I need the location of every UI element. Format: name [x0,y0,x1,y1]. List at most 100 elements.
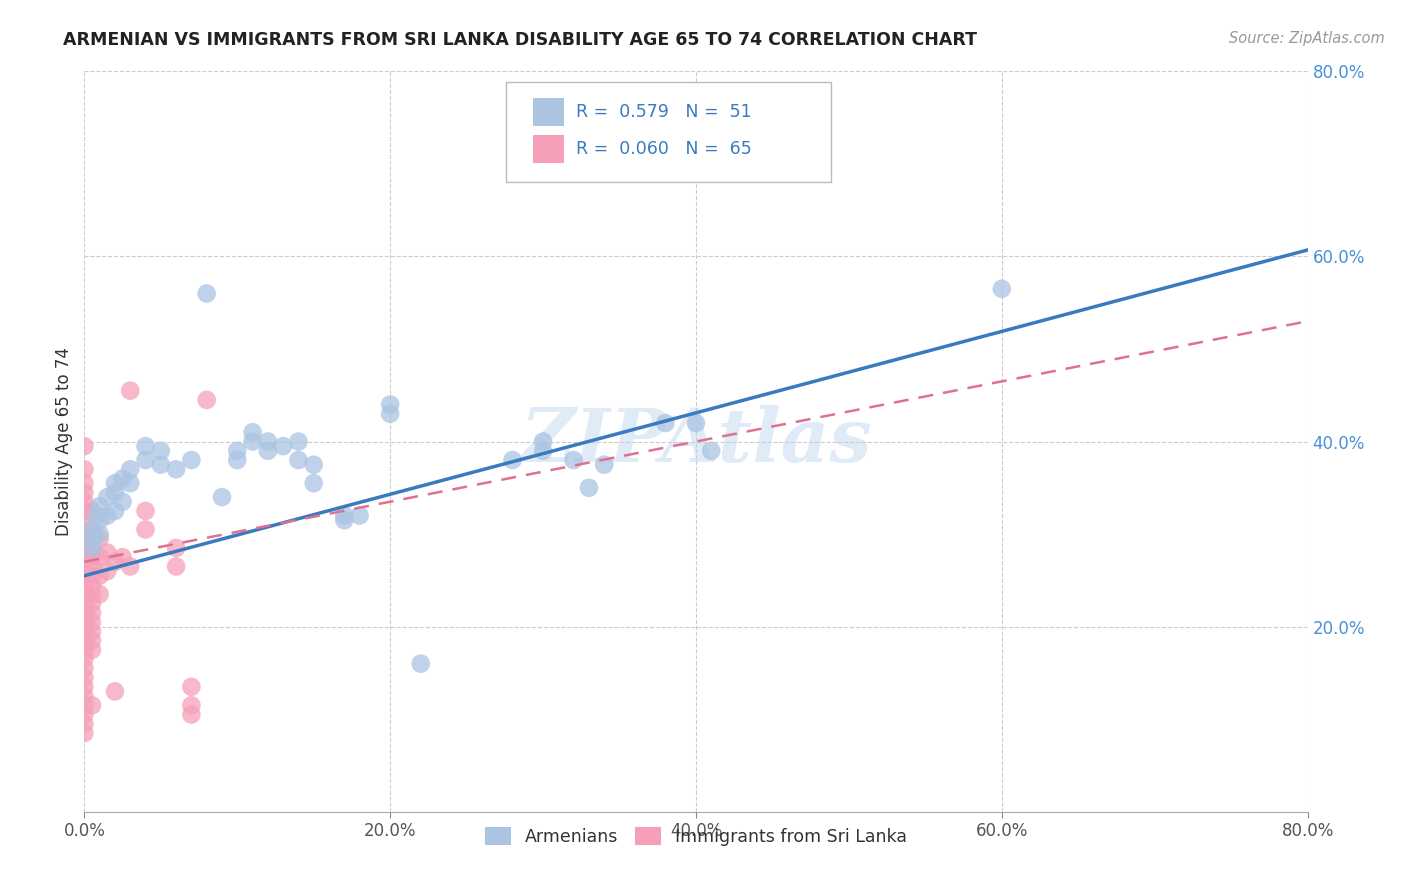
Point [80,504,103,518]
Point [104,485,127,500]
Point [73,716,96,731]
Point [73,587,96,601]
Point [80,606,103,620]
Point [80,578,103,592]
Point [333,508,356,523]
Point [165,559,187,574]
Point [73,439,96,453]
Point [120,476,142,491]
Point [96,564,118,578]
Point [380,407,402,421]
Point [80,541,103,555]
FancyBboxPatch shape [506,82,831,183]
Point [73,597,96,611]
Point [89,532,111,546]
Point [80,523,103,537]
Point [80,633,103,648]
Point [73,661,96,675]
Point [135,453,157,467]
Text: Source: ZipAtlas.com: Source: ZipAtlas.com [1229,31,1385,46]
Point [86,508,108,523]
Point [96,545,118,560]
Point [104,476,127,491]
Point [226,443,249,458]
Point [73,615,96,629]
Point [73,680,96,694]
Point [89,527,111,541]
Point [287,434,309,449]
Point [96,508,118,523]
Point [149,458,172,472]
Point [287,453,309,467]
Point [73,541,96,555]
Point [111,472,134,486]
Point [73,494,96,508]
Point [531,443,554,458]
Point [991,282,1014,296]
Point [593,458,616,472]
Point [89,587,111,601]
Y-axis label: Disability Age 65 to 74: Disability Age 65 to 74 [55,347,73,536]
Point [80,698,103,713]
Point [80,532,103,546]
Point [80,550,103,565]
Point [180,453,202,467]
Legend: Armenians, Immigrants from Sri Lanka: Armenians, Immigrants from Sri Lanka [477,819,915,855]
Point [135,523,157,537]
Point [73,476,96,491]
Point [80,541,103,555]
Point [700,443,723,458]
Point [96,490,118,504]
Point [73,462,96,476]
Point [242,425,264,440]
Point [73,671,96,685]
Point [211,490,233,504]
Point [73,689,96,703]
Point [242,434,264,449]
Point [180,698,202,713]
Point [271,439,294,453]
Point [73,633,96,648]
Point [80,642,103,657]
Point [104,684,127,698]
Point [685,416,707,430]
Text: R =  0.579   N =  51: R = 0.579 N = 51 [576,103,752,121]
Point [165,541,187,555]
Point [654,416,676,430]
Point [80,532,103,546]
Point [73,568,96,582]
Point [89,500,111,514]
Point [257,434,280,449]
Point [73,624,96,639]
Point [73,504,96,518]
Point [80,587,103,601]
Point [73,559,96,574]
Point [73,532,96,546]
Point [135,439,157,453]
Point [80,559,103,574]
Point [80,568,103,582]
Point [302,458,325,472]
Point [380,398,402,412]
Point [195,286,218,301]
Point [73,707,96,722]
Point [257,443,280,458]
Point [73,698,96,713]
Point [73,578,96,592]
Point [502,453,524,467]
Point [104,504,127,518]
Point [80,597,103,611]
Point [120,462,142,476]
Point [73,517,96,532]
Point [349,508,371,523]
Point [73,485,96,500]
Text: ZIPAtlas: ZIPAtlas [520,405,872,478]
Point [80,615,103,629]
Point [89,513,111,527]
Point [578,481,600,495]
Point [73,550,96,565]
Point [562,453,585,467]
Point [80,624,103,639]
Point [111,550,134,565]
Point [135,504,157,518]
